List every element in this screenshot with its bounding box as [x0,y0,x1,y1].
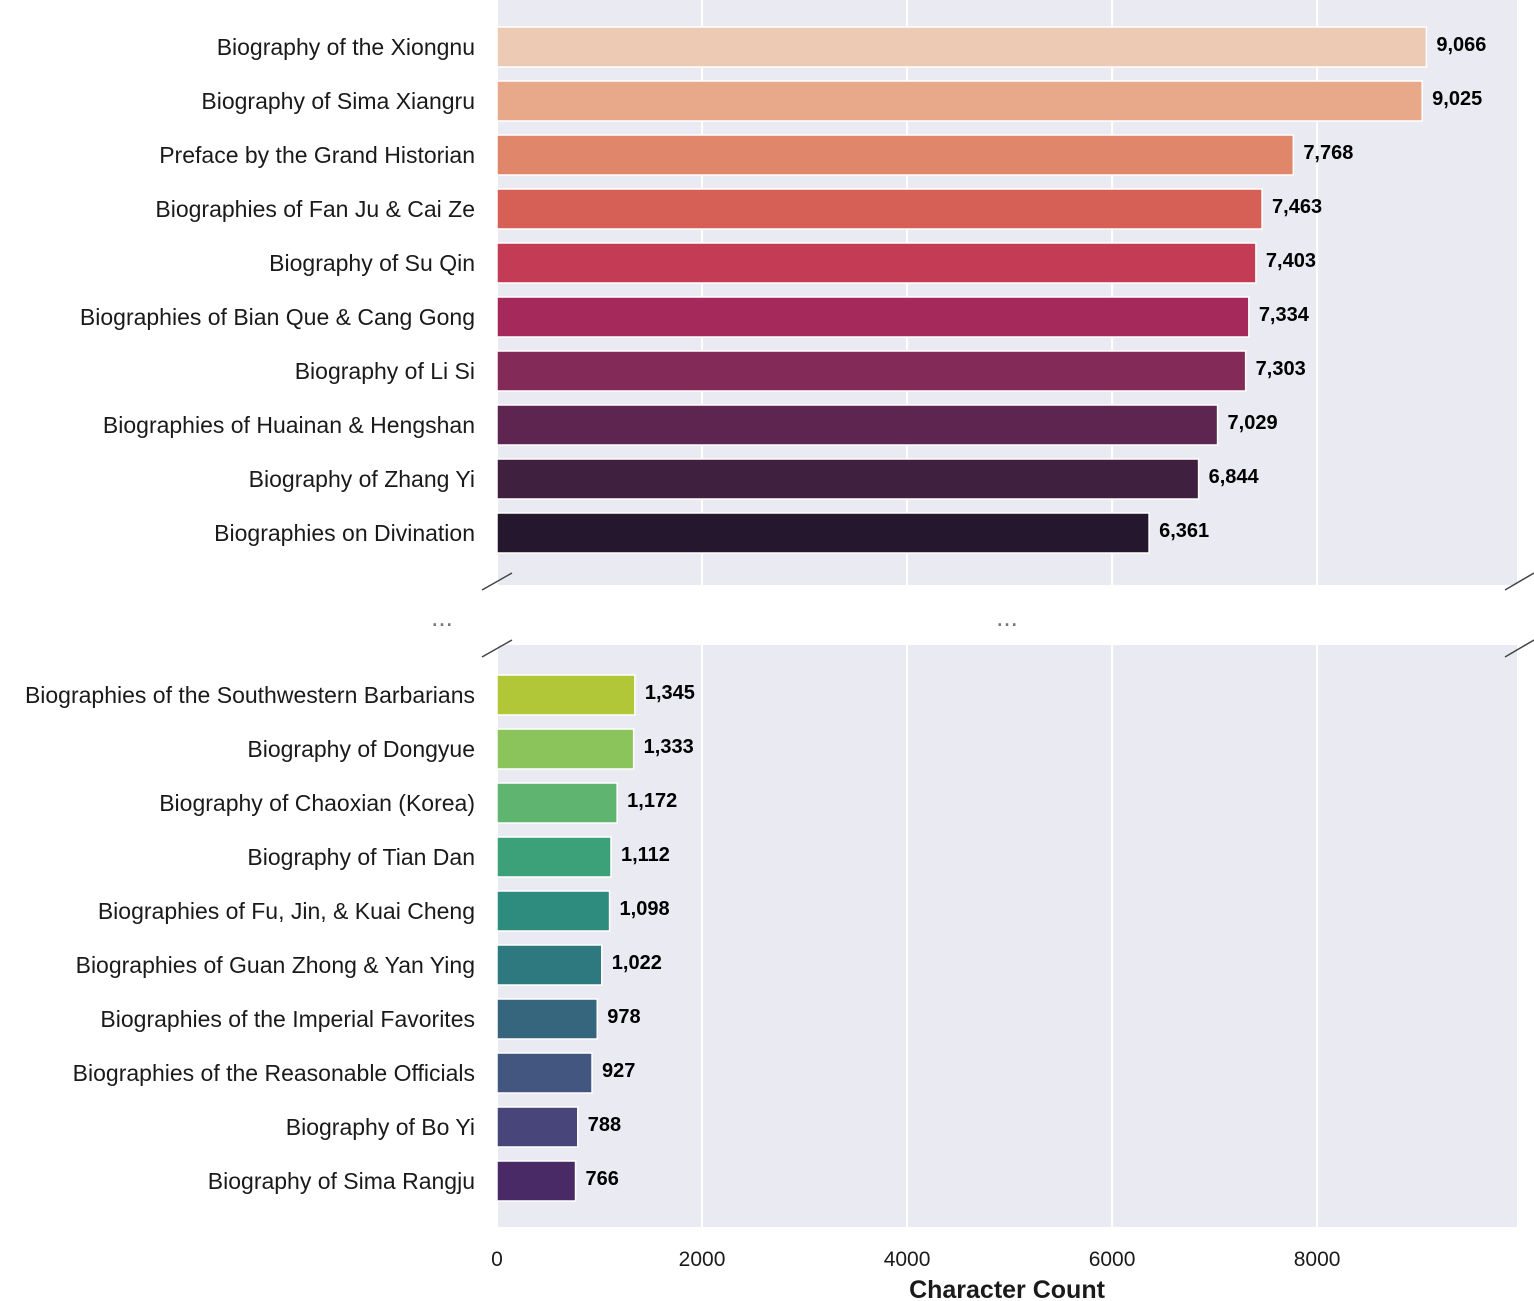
value-label: 1,112 [621,844,670,866]
category-label: Biographies of Fu, Jin, & Kuai Cheng [98,898,475,924]
value-label: 1,333 [644,736,694,758]
bar [496,404,1219,446]
x-axis-title: Character Count [909,1276,1106,1301]
category-label: Biography of Chaoxian (Korea) [159,790,475,816]
value-label: 7,334 [1259,304,1310,326]
bar [496,296,1250,338]
category-label: Biographies of the Southwestern Barbaria… [25,682,475,708]
bar [496,80,1423,122]
break-mark [1504,572,1534,591]
break-mark [481,572,513,591]
category-label: Biography of Li Si [295,358,475,384]
category-label: Biographies of Guan Zhong & Yan Ying [76,952,475,978]
break-ellipsis: ... [431,602,453,632]
bar [496,188,1263,230]
category-label: Biography of Dongyue [247,736,475,762]
value-label: 1,345 [645,682,695,704]
x-tick-label: 8000 [1294,1248,1341,1271]
bar [496,512,1150,554]
category-label: Biographies of Huainan & Hengshan [103,412,475,438]
value-label: 788 [588,1114,621,1136]
category-label: Biography of the Xiongnu [217,34,475,60]
value-label: 6,361 [1159,520,1209,542]
break-ellipsis: ... [996,602,1018,632]
x-tick-label: 2000 [679,1248,726,1271]
bar [496,782,618,824]
value-label: 7,403 [1266,250,1316,272]
value-label: 1,022 [612,952,662,974]
plot-area-bottom [497,645,1517,1227]
bar [496,890,611,932]
axis-break: ...... [431,572,1534,658]
value-label: 978 [607,1006,640,1028]
value-label: 766 [586,1168,619,1190]
category-label: Preface by the Grand Historian [159,142,475,168]
category-label: Biography of Zhang Yi [249,466,475,492]
category-label: Biographies on Divination [214,520,475,546]
bar [496,1160,577,1202]
value-label: 9,066 [1436,34,1486,56]
bar [496,728,635,770]
category-label: Biography of Tian Dan [247,844,475,870]
value-label: 7,029 [1228,412,1278,434]
x-tick-label: 0 [491,1248,503,1271]
break-mark [1504,639,1534,658]
value-label: 6,844 [1209,466,1260,488]
value-label: 1,098 [620,898,670,920]
category-label: Biographies of Bian Que & Cang Gong [80,304,475,330]
value-label: 7,768 [1303,142,1353,164]
bar [496,944,603,986]
category-label: Biography of Bo Yi [286,1114,475,1140]
bar [496,458,1200,500]
value-label: 7,463 [1272,196,1322,218]
bar [496,674,636,716]
bar [496,836,612,878]
bar [496,1052,593,1094]
category-label: Biography of Su Qin [269,250,475,276]
bar [496,998,599,1040]
value-label: 7,303 [1256,358,1306,380]
value-label: 927 [602,1060,635,1082]
x-tick-label: 6000 [1089,1248,1136,1271]
bar [496,134,1295,176]
category-label: Biography of Sima Rangju [208,1168,475,1194]
x-tick-label: 4000 [884,1248,931,1271]
bars [496,26,1428,1202]
bar [496,350,1247,392]
bar [496,1106,579,1148]
value-label: 1,172 [627,790,677,812]
category-label: Biographies of the Imperial Favorites [100,1006,475,1032]
value-labels: 9,066 9,025 7,768 7,463 7,403 7,334 7,303 7,029… [586,34,1487,1190]
bar [496,26,1428,68]
value-label: 9,025 [1432,88,1482,110]
category-labels: Biography of the Xiongnu Biography of Sim… [25,34,475,1194]
break-mark [481,639,513,658]
category-label: Biography of Sima Xiangru [201,88,475,114]
x-axis-ticks: 0 2000 4000 6000 8000 [491,1248,1340,1271]
bar [496,242,1257,284]
category-label: Biographies of Fan Ju & Cai Ze [155,196,475,222]
category-label: Biographies of the Reasonable Officials [73,1060,475,1086]
